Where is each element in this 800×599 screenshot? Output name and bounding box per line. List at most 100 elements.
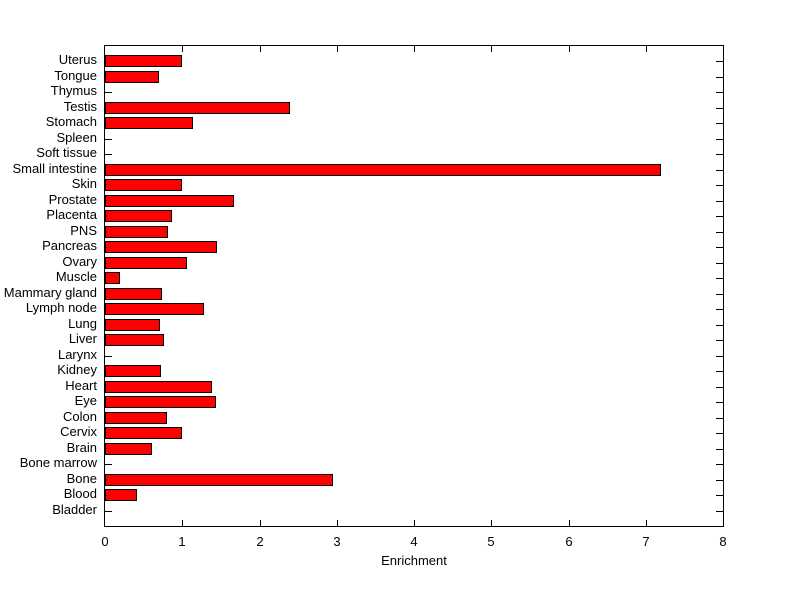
ytick-label-spleen: Spleen (56, 130, 97, 145)
ytick-label-heart: Heart (65, 378, 97, 393)
x-tick-top-1 (182, 46, 183, 52)
bar-mammary-gland (105, 288, 162, 300)
ytick-label-lymph-node: Lymph node (25, 300, 97, 315)
bar-testis (105, 102, 290, 114)
x-tick-bottom-5 (491, 520, 492, 526)
x-tick-top-6 (569, 46, 570, 52)
x-tick-top-3 (337, 46, 338, 52)
bar-muscle (105, 272, 120, 284)
ytick-label-skin: Skin (71, 176, 97, 191)
y-tick-right-blood (716, 495, 723, 496)
y-tick-left-bladder (105, 511, 112, 512)
ytick-label-uterus: Uterus (58, 52, 97, 67)
bar-ovary (105, 257, 187, 269)
y-tick-right-tongue (716, 77, 723, 78)
ytick-label-mammary-gland: Mammary gland (3, 285, 97, 300)
y-tick-left-spleen (105, 139, 112, 140)
y-tick-right-colon (716, 418, 723, 419)
ytick-label-tongue: Tongue (54, 68, 97, 83)
ytick-label-small-intestine: Small intestine (12, 161, 97, 176)
ytick-label-muscle: Muscle (55, 269, 97, 284)
ytick-label-bladder: Bladder (52, 502, 97, 517)
bar-pancreas (105, 241, 217, 253)
bar-eye (105, 396, 216, 408)
bar-brain (105, 443, 152, 455)
bar-liver (105, 334, 164, 346)
xtick-label-3: 3 (333, 534, 341, 549)
xtick-label-4: 4 (410, 534, 418, 549)
y-tick-right-bone (716, 480, 723, 481)
y-tick-right-uterus (716, 61, 723, 62)
ytick-label-cervix: Cervix (60, 424, 97, 439)
y-tick-right-pns (716, 232, 723, 233)
ytick-label-larynx: Larynx (57, 347, 97, 362)
bar-stomach (105, 117, 193, 129)
ytick-label-colon: Colon (63, 409, 97, 424)
y-tick-right-placenta (716, 216, 723, 217)
y-tick-right-lung (716, 325, 723, 326)
xtick-label-0: 0 (101, 534, 109, 549)
ytick-label-pns: PNS (70, 223, 97, 238)
y-tick-right-soft-tissue (716, 154, 723, 155)
ytick-label-stomach: Stomach (45, 114, 97, 129)
ytick-label-thymus: Thymus (50, 83, 97, 98)
y-tick-right-brain (716, 449, 723, 450)
y-tick-right-prostate (716, 201, 723, 202)
bar-bone (105, 474, 333, 486)
y-tick-right-small-intestine (716, 170, 723, 171)
ytick-label-lung: Lung (68, 316, 97, 331)
y-tick-right-ovary (716, 263, 723, 264)
x-tick-bottom-4 (414, 520, 415, 526)
ytick-label-prostate: Prostate (48, 192, 97, 207)
bar-lymph-node (105, 303, 204, 315)
y-tick-right-kidney (716, 371, 723, 372)
y-tick-right-bladder (716, 511, 723, 512)
ytick-label-bone-marrow: Bone marrow (19, 455, 97, 470)
xtick-label-6: 6 (565, 534, 573, 549)
xtick-label-2: 2 (256, 534, 264, 549)
y-tick-right-skin (716, 185, 723, 186)
bar-lung (105, 319, 160, 331)
x-tick-top-4 (414, 46, 415, 52)
bar-small-intestine (105, 164, 661, 176)
ytick-label-ovary: Ovary (62, 254, 97, 269)
bar-blood (105, 489, 137, 501)
y-tick-right-lymph-node (716, 309, 723, 310)
xtick-label-8: 8 (719, 534, 727, 549)
y-tick-right-heart (716, 387, 723, 388)
y-tick-right-liver (716, 340, 723, 341)
y-tick-right-mammary-gland (716, 294, 723, 295)
bar-placenta (105, 210, 172, 222)
bar-skin (105, 179, 182, 191)
y-tick-right-thymus (716, 92, 723, 93)
plot-area (104, 45, 724, 527)
y-tick-right-muscle (716, 278, 723, 279)
x-tick-top-7 (646, 46, 647, 52)
x-tick-bottom-6 (569, 520, 570, 526)
bar-pns (105, 226, 168, 238)
x-tick-bottom-7 (646, 520, 647, 526)
bar-uterus (105, 55, 182, 67)
ytick-label-blood: Blood (63, 486, 97, 501)
bar-cervix (105, 427, 182, 439)
bar-prostate (105, 195, 234, 207)
x-tick-bottom-1 (182, 520, 183, 526)
y-tick-right-testis (716, 108, 723, 109)
x-tick-top-5 (491, 46, 492, 52)
ytick-label-kidney: Kidney (57, 362, 97, 377)
ytick-label-placenta: Placenta (46, 207, 97, 222)
x-tick-bottom-2 (260, 520, 261, 526)
y-tick-right-bone-marrow (716, 464, 723, 465)
ytick-label-brain: Brain (66, 440, 97, 455)
bar-heart (105, 381, 212, 393)
bar-tongue (105, 71, 159, 83)
y-tick-left-larynx (105, 356, 112, 357)
ytick-label-testis: Testis (63, 99, 97, 114)
xtick-label-1: 1 (178, 534, 186, 549)
ytick-label-bone: Bone (66, 471, 97, 486)
y-tick-right-pancreas (716, 247, 723, 248)
y-tick-left-soft-tissue (105, 154, 112, 155)
ytick-label-eye: Eye (74, 393, 97, 408)
y-tick-left-bone-marrow (105, 464, 112, 465)
